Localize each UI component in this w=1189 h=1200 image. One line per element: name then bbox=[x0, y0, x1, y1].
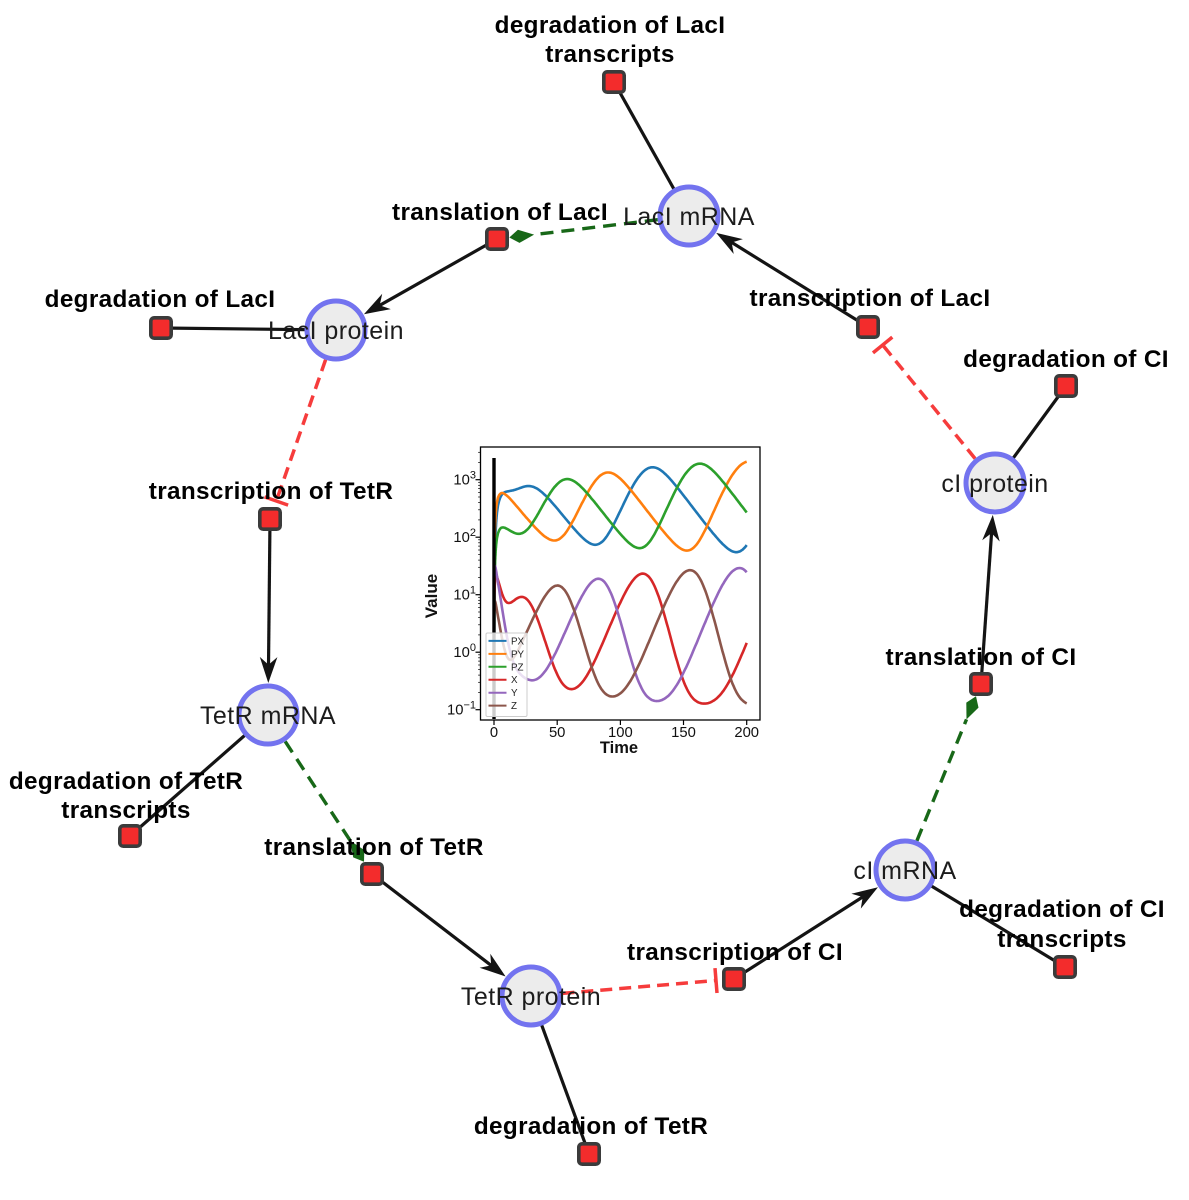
svg-text:transcription of TetR: transcription of TetR bbox=[149, 478, 394, 505]
svg-text:Value: Value bbox=[422, 574, 441, 618]
svg-text:50: 50 bbox=[549, 725, 565, 741]
svg-text:200: 200 bbox=[734, 725, 759, 741]
svg-text:transcripts: transcripts bbox=[545, 41, 674, 68]
svg-text:Time: Time bbox=[600, 739, 638, 757]
svg-text:degradation of LacI: degradation of LacI bbox=[495, 12, 726, 39]
svg-text:transcripts: transcripts bbox=[997, 926, 1126, 953]
svg-text:degradation of TetR: degradation of TetR bbox=[9, 768, 243, 795]
svg-text:PZ: PZ bbox=[511, 662, 524, 673]
svg-text:0: 0 bbox=[490, 725, 498, 741]
svg-text:translation of LacI: translation of LacI bbox=[392, 199, 608, 226]
svg-text:transcription of CI: transcription of CI bbox=[627, 939, 843, 966]
svg-text:TetR protein: TetR protein bbox=[461, 983, 601, 1011]
svg-text:transcription of LacI: transcription of LacI bbox=[750, 285, 991, 312]
svg-text:degradation of TetR: degradation of TetR bbox=[474, 1113, 708, 1140]
svg-text:cI mRNA: cI mRNA bbox=[853, 857, 956, 885]
svg-text:translation of TetR: translation of TetR bbox=[264, 834, 484, 861]
svg-text:cI protein: cI protein bbox=[941, 470, 1048, 498]
svg-text:Z: Z bbox=[511, 701, 517, 712]
svg-text:100: 100 bbox=[608, 725, 633, 741]
svg-text:PX: PX bbox=[511, 636, 525, 647]
svg-text:Y: Y bbox=[511, 688, 518, 699]
svg-text:LacI protein: LacI protein bbox=[268, 317, 404, 345]
svg-text:degradation of LacI: degradation of LacI bbox=[45, 286, 276, 313]
svg-text:transcripts: transcripts bbox=[61, 797, 190, 824]
svg-text:X: X bbox=[511, 675, 518, 686]
svg-text:LacI mRNA: LacI mRNA bbox=[623, 203, 755, 231]
svg-text:150: 150 bbox=[671, 725, 696, 741]
svg-text:degradation of CI: degradation of CI bbox=[959, 896, 1165, 923]
svg-text:translation of CI: translation of CI bbox=[886, 644, 1077, 671]
svg-text:degradation of CI: degradation of CI bbox=[963, 346, 1169, 373]
svg-text:PY: PY bbox=[511, 649, 525, 660]
svg-text:TetR mRNA: TetR mRNA bbox=[200, 702, 336, 730]
